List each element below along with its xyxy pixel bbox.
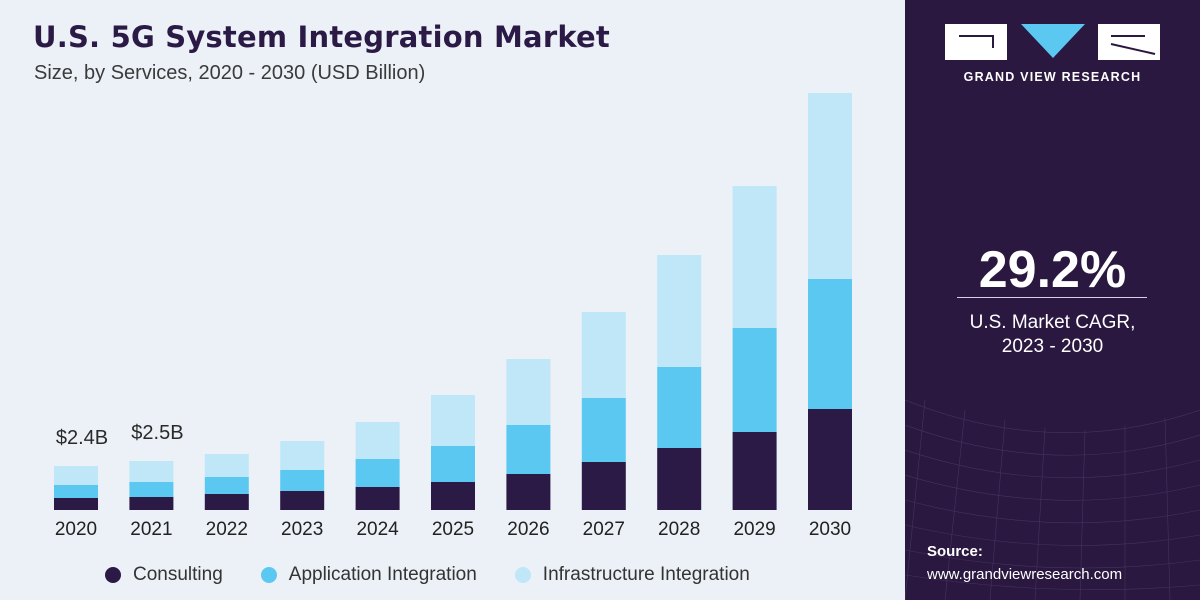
x-tick-label-2025: 2025 — [432, 519, 474, 540]
bar-infrastructure-integration-2026 — [506, 359, 551, 425]
bar-application-integration-2025 — [431, 446, 475, 482]
x-tick-label-2026: 2026 — [507, 519, 549, 540]
chart-area: U.S. 5G System Integration Market Size, … — [33, 20, 852, 587]
chart-legend: Consulting Application Integration Infra… — [105, 563, 788, 587]
grid-background-decoration — [905, 399, 1200, 600]
bar-consulting-2021 — [129, 497, 174, 510]
x-tick-label-2024: 2024 — [356, 519, 399, 540]
x-tick-label-2021: 2021 — [130, 519, 172, 540]
legend-label-consulting: Consulting — [133, 564, 223, 585]
bar-infrastructure-integration-2028 — [657, 255, 702, 367]
grand-view-research-logo — [945, 24, 1160, 60]
bar-application-integration-2028 — [657, 367, 702, 448]
cagr-label-line1: U.S. Market CAGR, — [969, 312, 1136, 333]
legend-swatch-application-integration — [260, 567, 277, 583]
bar-application-integration-2026 — [506, 425, 551, 474]
stacked-bar-chart: 2020 2021 2022 2023 2024 2025 2026 2027 2028 2029… — [54, 93, 852, 540]
bar-application-integration-2030 — [808, 279, 852, 409]
bar-consulting-2026 — [506, 474, 551, 510]
bar-infrastructure-integration-2023 — [280, 441, 325, 470]
bar-infrastructure-integration-2020 — [54, 466, 98, 485]
brand-name: GRAND VIEW RESEARCH — [963, 70, 1142, 84]
x-tick-label-2030: 2030 — [809, 519, 851, 540]
bar-consulting-2028 — [657, 448, 702, 510]
x-tick-label-2020: 2020 — [55, 519, 97, 540]
bar-infrastructure-integration-2022 — [204, 454, 249, 477]
x-tick-label-2028: 2028 — [658, 519, 700, 540]
bar-consulting-2020 — [54, 498, 98, 510]
bar-consulting-2030 — [808, 409, 852, 510]
legend-label-application-integration: Application Integration — [288, 564, 477, 585]
bar-infrastructure-integration-2024 — [355, 422, 400, 459]
bar-consulting-2027 — [581, 462, 626, 510]
bar-application-integration-2020 — [54, 485, 98, 498]
source-link[interactable]: www.grandviewresearch.com — [927, 566, 1123, 583]
chart-subtitle: Size, by Services, 2020 - 2030 (USD Bill… — [34, 62, 426, 84]
legend-label-infrastructure-integration: Infrastructure Integration — [542, 564, 750, 585]
legend-swatch-infrastructure-integration — [514, 567, 531, 583]
bar-infrastructure-integration-2025 — [431, 395, 475, 446]
x-tick-label-2027: 2027 — [583, 519, 625, 540]
legend-item-infrastructure-integration: Infrastructure Integration — [514, 564, 750, 586]
source-heading: Source: — [927, 543, 983, 560]
data-label-2021: $2.5B — [131, 422, 183, 444]
info-panel: GRAND VIEW RESEARCH 29.2% U.S. Market CA… — [905, 0, 1200, 600]
bar-consulting-2023 — [280, 491, 325, 510]
data-label-2020: $2.4B — [56, 427, 108, 449]
x-tick-label-2029: 2029 — [733, 519, 775, 540]
bar-application-integration-2023 — [280, 470, 325, 491]
cagr-divider — [957, 297, 1147, 298]
bar-infrastructure-integration-2030 — [808, 93, 852, 279]
bar-application-integration-2024 — [355, 459, 400, 487]
legend-item-consulting: Consulting — [105, 564, 223, 586]
cagr-label-line2: 2023 - 2030 — [1001, 336, 1104, 357]
bar-infrastructure-integration-2029 — [732, 186, 777, 328]
bar-consulting-2022 — [204, 494, 249, 510]
bar-consulting-2025 — [431, 482, 475, 510]
bar-application-integration-2027 — [581, 398, 626, 462]
x-tick-label-2022: 2022 — [206, 519, 248, 540]
bar-infrastructure-integration-2021 — [129, 461, 174, 482]
page-title: U.S. 5G System Integration Market — [33, 20, 610, 54]
cagr-label: U.S. Market CAGR, 2023 - 2030 — [905, 311, 1200, 359]
cagr-value: 29.2% — [978, 241, 1127, 299]
bar-consulting-2029 — [732, 432, 777, 510]
bar-application-integration-2021 — [129, 482, 174, 497]
x-tick-label-2023: 2023 — [281, 519, 323, 540]
bar-consulting-2024 — [355, 487, 400, 510]
legend-item-application-integration: Application Integration — [260, 564, 477, 586]
legend-swatch-consulting — [105, 567, 121, 583]
bar-application-integration-2022 — [204, 477, 249, 494]
bar-application-integration-2029 — [732, 328, 777, 432]
bar-infrastructure-integration-2027 — [581, 312, 626, 398]
